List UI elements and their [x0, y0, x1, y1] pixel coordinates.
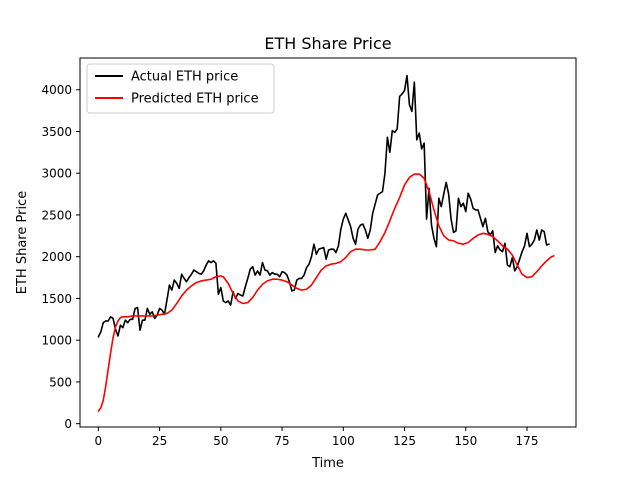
legend-actual-label: Actual ETH price	[131, 70, 238, 85]
x-axis: 0 25 50 75 100 125 150 175	[95, 427, 539, 448]
legend: Actual ETH price Predicted ETH price	[86, 63, 275, 114]
legend-box	[86, 63, 275, 114]
y-axis: 0 500 1000 1500 2000 2500 3000 3500 4000	[41, 83, 80, 431]
y-tick-label: 1500	[41, 292, 72, 306]
x-tick-label: 0	[95, 434, 103, 448]
y-tick-label: 2000	[41, 250, 72, 264]
y-tick-label: 0	[64, 417, 72, 431]
predicted-price-line	[97, 173, 555, 412]
y-tick-label: 500	[49, 375, 72, 389]
x-tick-label: 150	[454, 434, 477, 448]
legend-predicted-label: Predicted ETH price	[131, 92, 259, 107]
x-tick-label: 175	[516, 434, 539, 448]
actual-price-line	[97, 74, 550, 338]
plot-frame	[79, 57, 577, 428]
y-tick-label: 2500	[41, 208, 72, 222]
x-tick-label: 25	[152, 434, 167, 448]
x-tick-label: 100	[332, 434, 355, 448]
x-axis-label: Time	[311, 456, 344, 471]
y-tick-label: 1000	[41, 334, 72, 348]
y-tick-label: 4000	[41, 83, 72, 97]
x-tick-label: 75	[274, 434, 289, 448]
x-tick-label: 50	[213, 434, 228, 448]
x-tick-label: 125	[393, 434, 416, 448]
y-tick-label: 3000	[41, 167, 72, 181]
y-tick-label: 3500	[41, 125, 72, 139]
y-axis-label: ETH Share Price	[15, 191, 30, 294]
series-layer	[97, 74, 555, 412]
chart-title: ETH Share Price	[264, 34, 391, 53]
plot-area	[79, 57, 577, 428]
